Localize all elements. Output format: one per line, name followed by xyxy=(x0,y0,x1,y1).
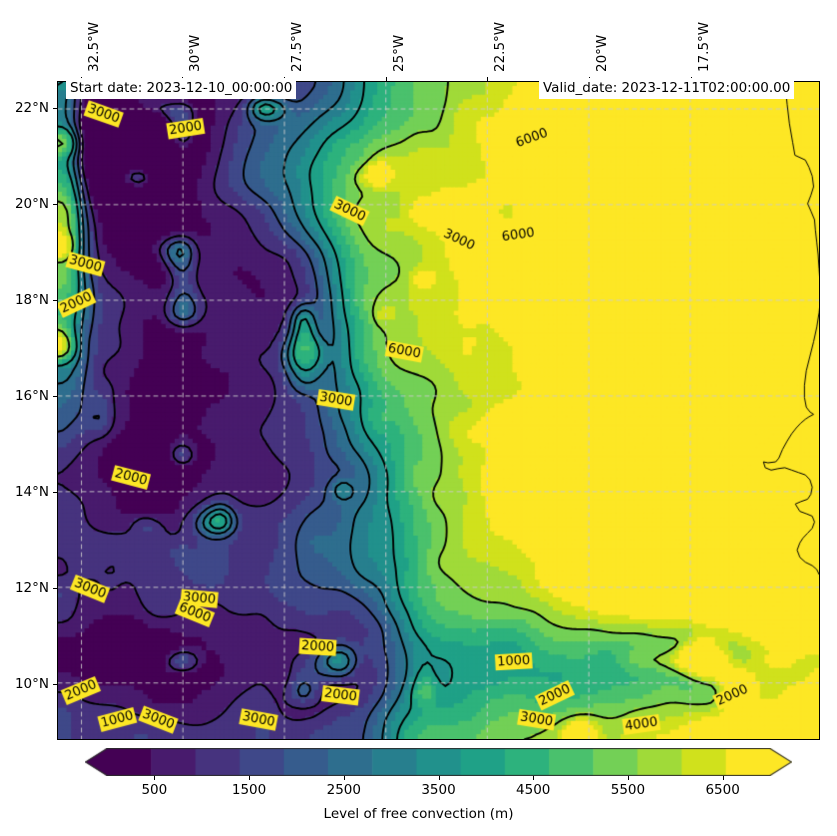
x-tick-mark xyxy=(385,77,387,81)
map-plot-area[interactable] xyxy=(57,81,820,740)
x-tick-label: 30°W xyxy=(187,34,204,72)
colorbar-canvas xyxy=(85,748,792,776)
colorbar-tick-mark xyxy=(343,776,345,780)
x-tick-label: 20°W xyxy=(594,34,611,72)
y-tick-mark xyxy=(53,683,57,685)
colorbar[interactable] xyxy=(85,748,792,776)
y-tick-mark xyxy=(53,587,57,589)
y-tick-mark xyxy=(53,491,57,493)
valid-date-annotation: Valid_date: 2023-12-11T02:00:00.00 xyxy=(539,78,795,99)
x-tick-label: 32.5°W xyxy=(85,21,102,72)
colorbar-tick-mark xyxy=(249,776,251,780)
colorbar-tick-label: 500 xyxy=(141,782,168,798)
y-tick-mark xyxy=(53,299,57,301)
x-tick-label: 22.5°W xyxy=(492,21,509,72)
colorbar-title: Level of free convection (m) xyxy=(323,806,514,822)
y-tick-mark xyxy=(53,203,57,205)
y-tick-label: 12°N xyxy=(14,579,49,596)
y-tick-label: 10°N xyxy=(14,675,49,692)
colorbar-tick-label: 4500 xyxy=(516,782,551,798)
y-tick-mark xyxy=(53,108,57,110)
x-tick-label: 17.5°W xyxy=(695,21,712,72)
colorbar-tick-mark xyxy=(627,776,629,780)
contour-map-canvas xyxy=(58,82,819,739)
x-tick-label: 25°W xyxy=(390,34,407,72)
colorbar-tick-mark xyxy=(533,776,535,780)
start-date-annotation: Start date: 2023-12-10_00:00:00 xyxy=(66,78,297,99)
colorbar-tick-label: 3500 xyxy=(421,782,456,798)
x-tick-mark xyxy=(487,77,489,81)
y-tick-label: 18°N xyxy=(14,291,49,308)
colorbar-tick-mark xyxy=(154,776,156,780)
colorbar-tick-label: 2500 xyxy=(326,782,361,798)
colorbar-tick-label: 6500 xyxy=(705,782,740,798)
colorbar-tick-mark xyxy=(722,776,724,780)
y-tick-label: 14°N xyxy=(14,483,49,500)
colorbar-tick-label: 1500 xyxy=(231,782,267,798)
colorbar-tick-label: 5500 xyxy=(610,782,646,798)
y-tick-label: 20°N xyxy=(14,195,49,212)
y-tick-mark xyxy=(53,395,57,397)
y-tick-label: 22°N xyxy=(14,100,49,117)
y-tick-label: 16°N xyxy=(14,387,49,404)
x-tick-label: 27.5°W xyxy=(288,21,305,72)
colorbar-tick-mark xyxy=(438,776,440,780)
